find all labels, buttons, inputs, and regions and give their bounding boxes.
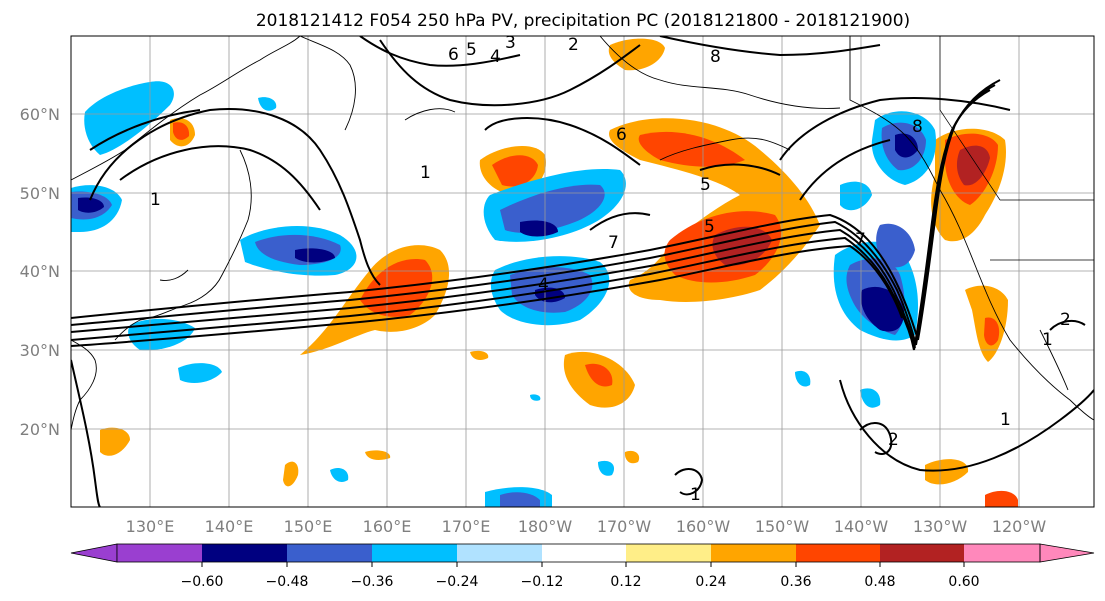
contour-label: 4 — [538, 275, 549, 295]
colorbar-frame — [116, 543, 1041, 563]
contour-label: 8 — [710, 47, 721, 67]
political-borders — [939, 36, 1094, 261]
contour-label: 2 — [888, 430, 899, 450]
contour-label: 5 — [704, 217, 715, 237]
colorbar-tick-label: −0.60 — [181, 574, 224, 590]
colorbar-tick-label: 0.36 — [780, 574, 811, 590]
colorbar-bin — [202, 544, 287, 562]
colorbar-tick-label: −0.48 — [266, 574, 309, 590]
contour-label: 5 — [700, 175, 711, 195]
colorbar-extend-high — [1039, 543, 1095, 563]
colorbar: −0.60 −0.48 −0.36 −0.24 −0.12 0.12 0.24 … — [70, 543, 1095, 590]
colorbar-extend-low — [70, 543, 118, 563]
map-frame — [70, 35, 1095, 508]
lat-label: 30°N — [20, 341, 60, 360]
lon-label: 170°E — [442, 517, 491, 536]
colorbar-bin — [880, 544, 964, 562]
lon-label: 150°W — [755, 517, 810, 536]
contour-label: 1 — [690, 485, 701, 505]
lon-label: 140°E — [205, 517, 254, 536]
colorbar-tick-label: −0.12 — [521, 574, 564, 590]
contour-labels: 6 5 4 3 2 1 7 8 6 5 7 1 8 4 5 2 1 1 1 2 — [150, 33, 1071, 505]
latitude-labels: 60°N 50°N 40°N 30°N 20°N — [20, 105, 60, 439]
contour-label: 6 — [616, 125, 627, 145]
colorbar-bin — [287, 544, 372, 562]
lon-label: 130°E — [126, 517, 175, 536]
colorbar-tick-label: 0.60 — [948, 574, 979, 590]
lon-label: 120°W — [992, 517, 1047, 536]
contour-label: 1 — [1042, 330, 1053, 350]
contour-label: 7 — [855, 230, 866, 250]
contour-label: 4 — [490, 47, 501, 67]
lat-label: 60°N — [20, 105, 60, 124]
colorbar-tick-label: 0.12 — [610, 574, 641, 590]
contour-label: 6 — [448, 45, 459, 65]
lon-label: 130°W — [913, 517, 968, 536]
colorbar-bin — [964, 544, 1040, 562]
pv-contours — [71, 36, 1094, 507]
colorbar-bin — [711, 544, 796, 562]
lat-label: 50°N — [20, 184, 60, 203]
lat-label: 20°N — [20, 420, 60, 439]
colorbar-tick-label: −0.36 — [351, 574, 394, 590]
contour-label: 1 — [1000, 410, 1011, 430]
longitude-labels: 130°E 140°E 150°E 160°E 170°E 180°W 170°… — [126, 517, 1047, 536]
figure-title: 2018121412 F054 250 hPa PV, precipitatio… — [256, 11, 910, 31]
coastlines — [71, 36, 1094, 431]
colorbar-ticks — [201, 562, 965, 567]
colorbar-bin — [796, 544, 880, 562]
colorbar-bin — [117, 544, 202, 562]
lat-label: 40°N — [20, 262, 60, 281]
lon-label: 160°E — [363, 517, 412, 536]
colorbar-tick-labels: −0.60 −0.48 −0.36 −0.24 −0.12 0.12 0.24 … — [181, 574, 980, 590]
contour-label: 7 — [608, 233, 619, 253]
colorbar-bin — [457, 544, 542, 562]
colorbar-tick-label: 0.24 — [695, 574, 726, 590]
colorbar-bin — [626, 544, 711, 562]
map-panel: 6 5 4 3 2 1 7 8 6 5 7 1 8 4 5 2 1 1 1 2 — [70, 33, 1095, 508]
colorbar-bin — [372, 544, 457, 562]
lon-label: 180°W — [518, 517, 573, 536]
colorbar-bin — [542, 544, 626, 562]
contour-label: 3 — [505, 33, 516, 53]
lon-label: 150°E — [284, 517, 333, 536]
contour-label: 5 — [466, 40, 477, 60]
colorbar-tick-label: −0.24 — [436, 574, 479, 590]
contour-label: 2 — [568, 35, 579, 55]
lon-label: 140°W — [834, 517, 889, 536]
contour-label: 1 — [150, 190, 161, 210]
contour-label: 8 — [912, 117, 923, 137]
contour-label: 2 — [1060, 310, 1071, 330]
contour-label: 1 — [420, 163, 431, 183]
lon-label: 170°W — [597, 517, 652, 536]
colorbar-tick-label: 0.48 — [864, 574, 895, 590]
lon-label: 160°W — [676, 517, 731, 536]
